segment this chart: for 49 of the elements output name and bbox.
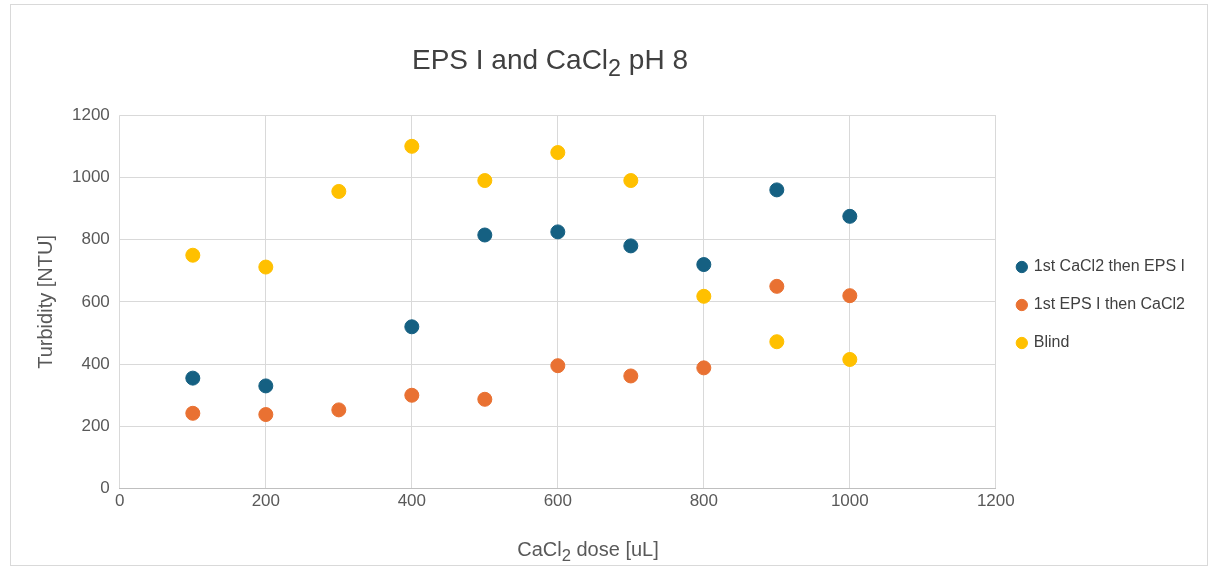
x-tick-label: 0 xyxy=(115,491,125,511)
y-tick-label: 600 xyxy=(81,291,110,311)
point xyxy=(696,288,712,304)
point xyxy=(258,259,274,275)
y-tick-label: 800 xyxy=(81,229,110,249)
legend-label: 1st EPS I then CaCl2 xyxy=(1033,295,1186,313)
point xyxy=(550,145,566,161)
point xyxy=(258,407,274,423)
point xyxy=(623,238,639,254)
point xyxy=(477,391,493,407)
point xyxy=(623,368,639,384)
point xyxy=(258,378,274,394)
point xyxy=(769,334,785,350)
point xyxy=(331,402,347,418)
point xyxy=(769,278,785,294)
point xyxy=(550,224,566,240)
y-tick-label: 1000 xyxy=(71,167,110,187)
point xyxy=(842,208,858,224)
x-tick-label: 200 xyxy=(251,491,280,511)
point xyxy=(477,173,493,189)
y-tick-label: 400 xyxy=(81,353,110,373)
point xyxy=(404,387,420,403)
point xyxy=(477,227,493,243)
point xyxy=(696,257,712,273)
x-axis-title: CaCl$_{2}$ dose [uL] xyxy=(516,538,660,566)
x-tick-label: 1200 xyxy=(976,491,1015,511)
x-tick-label: 800 xyxy=(689,491,718,511)
point xyxy=(769,182,785,198)
y-axis-title: Turbidity [NTU] xyxy=(33,235,56,369)
point xyxy=(842,288,858,304)
y-tick-label: 1200 xyxy=(71,104,110,124)
legend-label: 1st CaCl2 then EPS I xyxy=(1033,257,1185,275)
point xyxy=(331,183,347,199)
chart-title: EPS I and CaCl$_{2}$ pH 8 xyxy=(411,44,689,82)
x-tick-label: 600 xyxy=(543,491,572,511)
x-tick-label: 1000 xyxy=(830,491,869,511)
point xyxy=(623,173,639,189)
y-tick-label: 200 xyxy=(81,416,110,436)
point xyxy=(185,247,201,263)
point xyxy=(404,319,420,335)
x-tick-label: 400 xyxy=(397,491,426,511)
y-tick-label: 0 xyxy=(100,478,110,498)
point xyxy=(842,351,858,367)
point xyxy=(404,138,420,154)
point xyxy=(696,360,712,376)
point xyxy=(185,370,201,386)
point xyxy=(550,358,566,374)
point xyxy=(185,405,201,421)
legend-label: Blind xyxy=(1033,333,1070,351)
